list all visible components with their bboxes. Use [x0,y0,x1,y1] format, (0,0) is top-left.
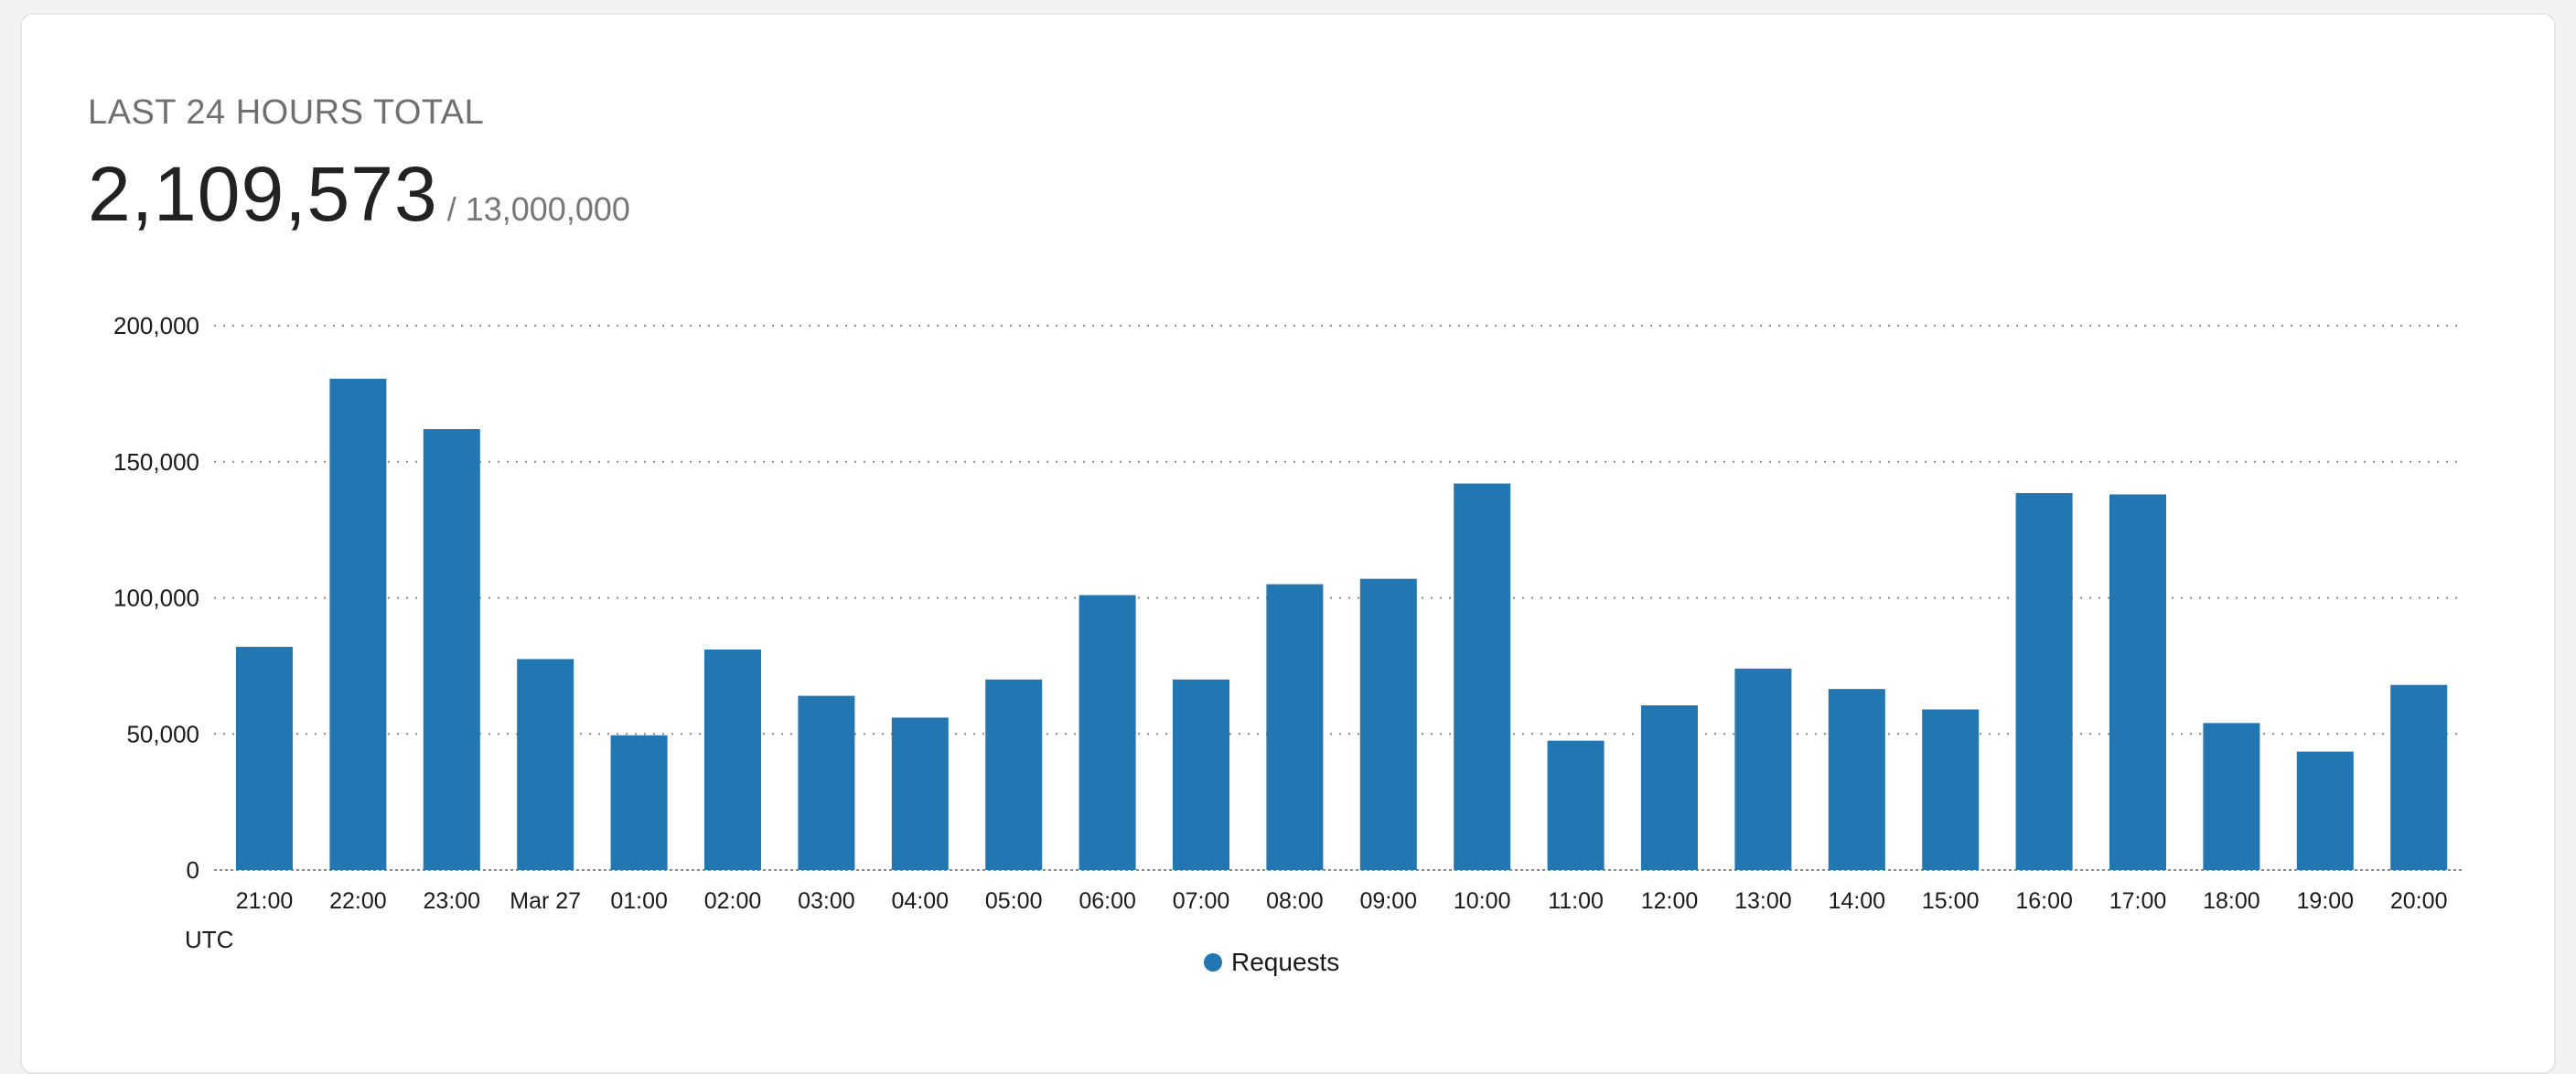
bar-09-00[interactable] [1359,578,1417,870]
x-tick-label: 20:00 [2390,888,2448,914]
legend-label-requests: Requests [1231,948,1339,976]
x-tick-label: 16:00 [2015,888,2073,914]
x-tick-label: 04:00 [892,888,950,914]
y-tick-layer: 0 50,000 100,000 150,000 200,000 [113,312,199,884]
bar-12-00[interactable] [1641,705,1698,870]
bar-01-00[interactable] [610,735,668,870]
bar-05-00[interactable] [985,679,1043,870]
bar-02-00[interactable] [704,650,761,870]
y-tick-label: 100,000 [113,585,199,612]
x-tick-label: 02:00 [704,888,762,914]
kpi-total: 2,109,573 [88,151,438,237]
y-tick-label: 0 [187,856,199,884]
x-tick-label: 01:00 [610,888,668,914]
bar-06-00[interactable] [1079,595,1136,870]
x-tick-label: 19:00 [2297,888,2355,914]
bar-16-00[interactable] [2015,492,2073,870]
y-tick-label: 50,000 [126,720,199,747]
kpi-label: LAST 24 HOURS TOTAL [88,93,485,132]
x-tick-label: 09:00 [1360,888,1418,914]
kpi-limit: / 13,000,000 [446,190,630,228]
x-tick-label: 14:00 [1829,888,1886,914]
bar-03-00[interactable] [798,695,855,870]
x-tick-label: 03:00 [798,888,855,914]
bar-20-00[interactable] [2390,684,2448,870]
x-tick-layer: 21:00 22:00 23:00 Mar 27 01:00 02:00 03:00 04:0… [236,888,2448,914]
bar-19-00[interactable] [2296,751,2354,870]
x-tick-label: 15:00 [1922,888,1980,914]
bar-07-00[interactable] [1173,679,1229,870]
x-tick-label: 22:00 [329,888,387,914]
x-tick-label: 17:00 [2109,888,2167,914]
bar-15-00[interactable] [1922,709,1980,870]
bar-23-00[interactable] [423,429,480,870]
bar-14-00[interactable] [1828,689,1885,870]
x-axis-label: UTC [185,926,233,953]
bar-mar-27[interactable] [517,659,574,870]
y-tick-label: 200,000 [113,312,199,339]
grid-layer [214,325,2463,871]
bar-layer [236,379,2448,870]
bar-08-00[interactable] [1266,584,1324,870]
x-tick-label: 21:00 [236,888,294,914]
bar-04-00[interactable] [891,717,949,870]
x-tick-label: 08:00 [1266,888,1324,914]
bar-22-00[interactable] [329,379,387,870]
x-tick-label: 18:00 [2203,888,2260,914]
legend[interactable]: Requests [1204,948,1339,976]
bar-17-00[interactable] [2109,494,2166,870]
bar-11-00[interactable] [1547,740,1605,870]
x-tick-label: 23:00 [424,888,481,914]
y-tick-label: 150,000 [113,448,199,476]
x-tick-label: 11:00 [1548,888,1604,914]
x-tick-label: 13:00 [1734,888,1792,914]
x-tick-label: Mar 27 [510,888,581,914]
kpi-row: 2,109,573/ 13,000,000 [88,156,630,232]
bar-21-00[interactable] [236,647,293,870]
legend-swatch-requests [1204,953,1222,972]
x-tick-label: 06:00 [1079,888,1136,914]
x-tick-label: 10:00 [1454,888,1511,914]
x-tick-label: 07:00 [1173,888,1230,914]
bar-18-00[interactable] [2203,723,2260,870]
x-tick-label: 05:00 [985,888,1043,914]
bar-13-00[interactable] [1734,668,1792,870]
x-tick-label: 12:00 [1641,888,1699,914]
bar-10-00[interactable] [1454,483,1511,870]
